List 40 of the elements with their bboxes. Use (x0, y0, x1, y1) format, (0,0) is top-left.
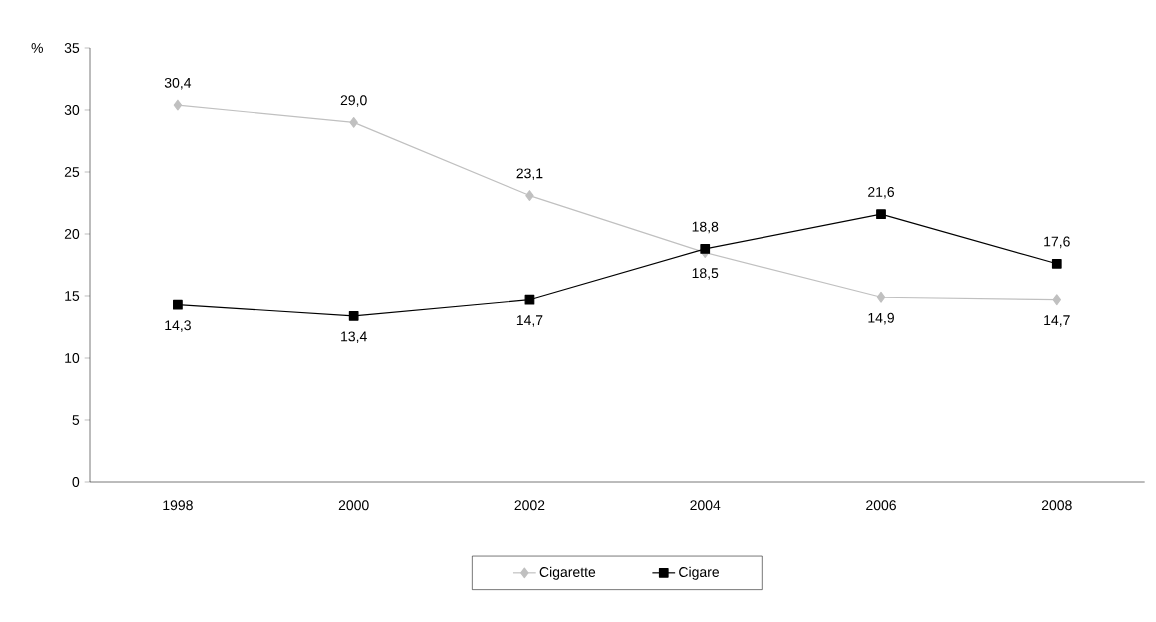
data-label: 18,5 (692, 268, 719, 280)
x-tick-label: 1998 (163, 500, 193, 511)
data-label: 21,6 (868, 187, 895, 199)
point (700, 244, 711, 254)
point (173, 299, 183, 310)
point (1052, 294, 1061, 306)
data-label: 14,9 (868, 312, 894, 325)
y-tick-label: 10 (65, 353, 80, 363)
y-tick-label: 0 (72, 477, 80, 487)
data-label: 18,8 (692, 221, 719, 234)
y-tick-label: 35 (64, 43, 80, 53)
legend-label: Cigare (679, 566, 720, 580)
data-label: 14,7 (516, 315, 543, 327)
data-label: 14,7 (1044, 315, 1070, 327)
y-tick-label: 5 (72, 415, 80, 425)
point (348, 310, 359, 321)
data-label: 30,4 (164, 77, 192, 90)
x-tick-label: 2004 (690, 500, 721, 511)
data-label: 23,1 (516, 168, 543, 180)
point (524, 294, 535, 305)
point (525, 190, 534, 201)
x-tick-label: 2002 (514, 500, 545, 511)
point (876, 291, 886, 303)
y-axis-title: % (31, 43, 43, 53)
data-label: 13,4 (341, 331, 367, 344)
x-tick-label: 2000 (338, 500, 369, 511)
point (173, 99, 183, 111)
y-tick-label: 15 (65, 291, 80, 301)
data-label: 29,0 (340, 95, 367, 107)
data-label: 14,3 (165, 320, 191, 332)
y-tick-label: 25 (64, 167, 80, 177)
point (876, 209, 886, 220)
x-tick-label: 2006 (866, 500, 896, 511)
y-tick-label: 20 (64, 229, 80, 239)
legend-label: Cigarette (539, 566, 596, 580)
point (1051, 258, 1062, 269)
y-tick-label: 30 (64, 105, 80, 115)
point (349, 117, 358, 128)
x-tick-label: 2008 (1041, 500, 1072, 511)
data-label: 17,6 (1044, 236, 1070, 249)
